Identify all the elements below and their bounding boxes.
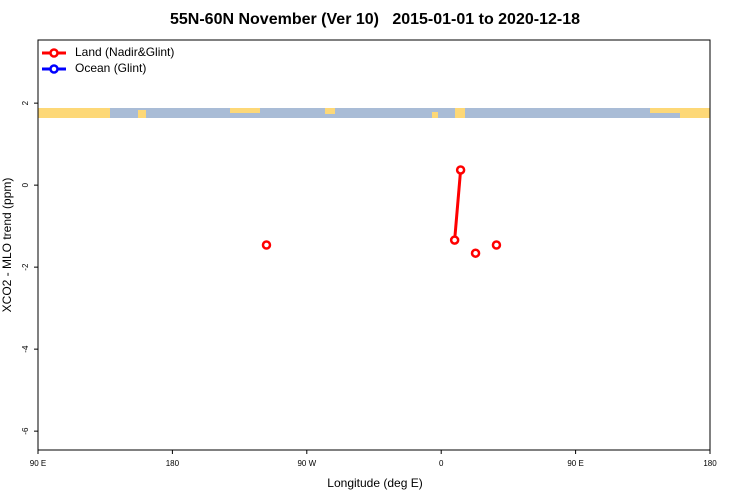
x-tick-label: 90 E	[567, 459, 583, 468]
x-tick-label: 180	[166, 459, 180, 468]
x-axis-label: Longitude (deg E)	[327, 476, 422, 490]
data-point	[455, 165, 466, 175]
series-line	[453, 169, 463, 241]
data-point	[261, 240, 272, 250]
x-tick-label: 90 W	[297, 459, 316, 468]
data-point	[470, 248, 481, 258]
legend-marker	[49, 48, 59, 58]
y-tick-label: -6	[21, 427, 30, 435]
y-tick-label: 0	[21, 182, 30, 187]
legend-label: Land (Nadir&Glint)	[75, 45, 174, 59]
plot-frame	[37, 39, 711, 451]
data-point	[491, 240, 502, 250]
legend-label: Ocean (Glint)	[75, 61, 146, 75]
x-tick-label: 180	[703, 459, 717, 468]
y-tick-label: -2	[21, 263, 30, 271]
y-tick-label: -4	[21, 345, 30, 353]
x-tick-label: 90 E	[30, 459, 46, 468]
y-axis-label: XCO2 - MLO trend (ppm)	[0, 178, 14, 313]
x-tick-label: 0	[439, 459, 444, 468]
chart-title: 55N-60N November (Ver 10) 2015-01-01 to …	[170, 11, 580, 28]
y-tick-label: 2	[21, 100, 30, 105]
data-point	[449, 235, 460, 245]
map-strip	[38, 108, 710, 118]
legend-marker	[49, 64, 59, 74]
